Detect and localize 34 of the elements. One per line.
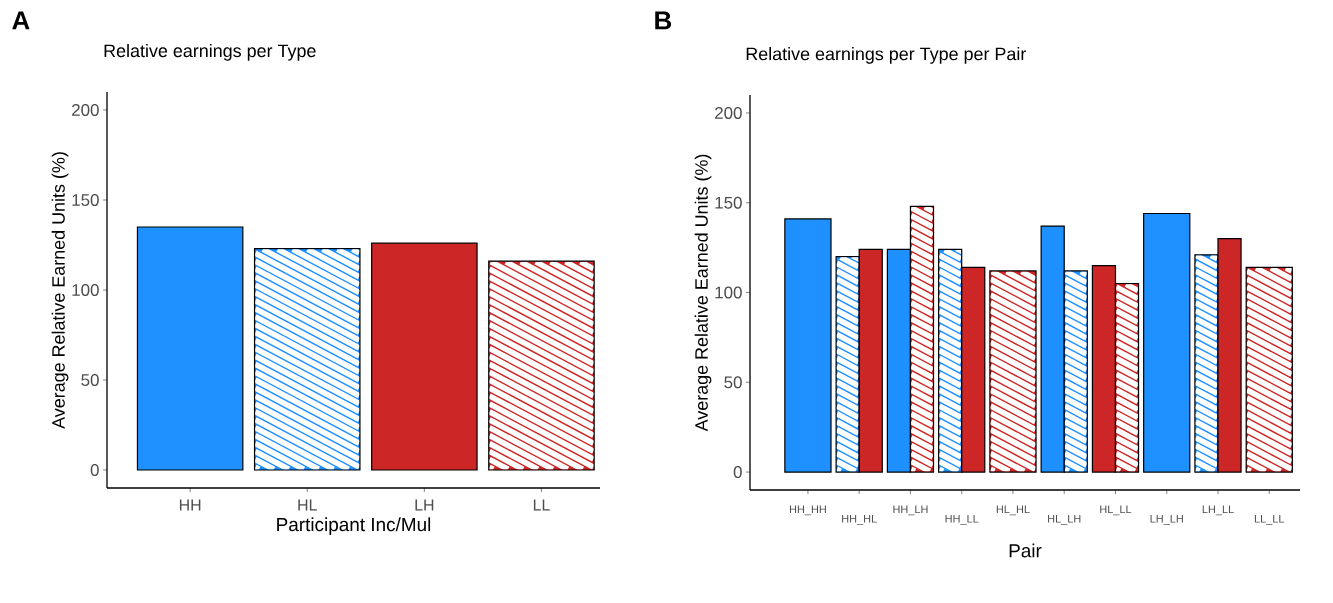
x-tick-label: HL_LL (1100, 505, 1132, 516)
x-tick-label: HH (179, 499, 201, 511)
x-tick-label: HL (298, 499, 317, 511)
x-tick-label: HH_HH (789, 505, 826, 516)
x-tick-label: LH (415, 499, 434, 511)
y-tick-label: 200 (715, 106, 742, 119)
y-tick-label: 100 (72, 284, 99, 296)
y-tick-label: 150 (72, 194, 99, 206)
x-tick-label: LL (533, 499, 550, 511)
x-tick-label: LH_LL (1202, 505, 1234, 516)
y-tick-label: 0 (90, 464, 99, 476)
x-tick-label: HL_LH (1048, 514, 1081, 525)
x-tick-label: HH_LH (893, 505, 928, 516)
chart-title: Relative earnings per Type per Pair (746, 47, 1027, 64)
y-axis-title: Average Relative Earned Units (%) (51, 152, 69, 429)
x-axis-title: Participant Inc/Mul (277, 517, 431, 535)
x-tick-label: LH_LH (1150, 514, 1183, 525)
text: B (655, 11, 672, 30)
y-tick-label: 0 (733, 466, 742, 479)
y-tick-label: 150 (715, 196, 742, 209)
bar (371, 242, 478, 471)
x-axis-title: Pair (1009, 543, 1042, 558)
x-tick-label: HH_HL (842, 514, 877, 525)
chart-title: Relative earnings per Type (104, 44, 316, 61)
y-axis-title: Average Relative Earned Units (%) (694, 154, 712, 432)
x-tick-label: LL_LL (1254, 514, 1285, 525)
x-tick-label: HH_LL (945, 514, 979, 525)
bar (136, 226, 244, 471)
x-tick-label: HL_HL (996, 505, 1030, 516)
y-tick-label: 50 (81, 374, 99, 386)
y-tick-label: 200 (72, 104, 99, 116)
y-tick-label: 100 (715, 286, 742, 299)
y-tick-label: 50 (724, 376, 742, 389)
text: A (12, 11, 30, 30)
